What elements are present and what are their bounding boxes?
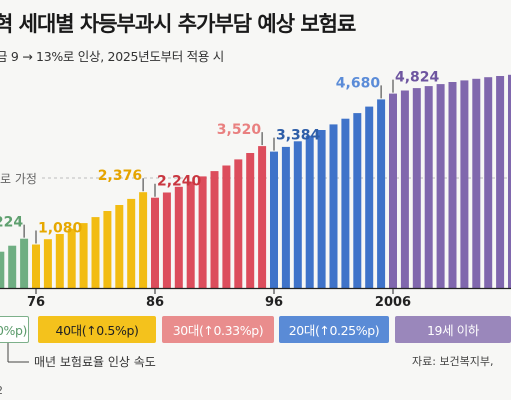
bar-85 [139,192,148,288]
bar-77 [43,239,52,288]
bar-83 [115,205,124,288]
bar-111 [448,82,457,288]
bar-94 [246,153,255,288]
bar-106 [389,93,397,288]
legend-item-2: 30대(↑0.33%p) [162,316,274,343]
bar-97 [281,146,290,288]
bar-90 [198,176,207,288]
bar-84 [127,198,136,288]
data-label: 1,224 [0,215,23,231]
bar-115 [496,76,505,288]
bar-114 [484,77,493,288]
bar-110 [436,84,445,288]
data-label: 4,680 [336,75,381,91]
bar-86 [151,197,159,288]
bar-73 [0,251,5,288]
bar-93 [234,159,243,288]
data-label: 2,240 [157,174,202,190]
bar-105 [377,99,386,289]
x-tick-label: 86 [146,295,164,310]
source-label: 자료: 보건복지부, [412,355,494,368]
bar-75 [20,238,29,288]
bar-112 [460,80,469,289]
bar-103 [353,113,362,288]
data-label: 3,520 [217,122,262,138]
bar-92 [222,165,231,288]
bar-91 [210,171,219,288]
rate-note: 매년 보험료율 인상 속도 [34,355,156,369]
data-label: 1,080 [38,220,83,236]
bar-113 [472,78,481,288]
bar-98 [293,141,302,288]
x-tick-label: 2006 [375,295,411,310]
data-label: 4,824 [395,70,440,86]
credit-label: 2 [0,384,3,397]
bar-104 [365,106,374,288]
bar-80 [79,223,88,288]
bar-74 [8,245,17,288]
x-ticks-group: 76 86 96 2006 [27,288,411,310]
data-label: 3,384 [276,128,321,144]
bar-100 [317,130,326,288]
legend-item-0: 0%p) [0,316,29,343]
bar-95 [258,146,267,288]
bar-109 [424,86,433,288]
chart-title: 혁 세대별 차등부과시 추가부담 예상 보험료 [0,12,356,36]
bar-107 [400,90,409,288]
bar-88 [174,186,183,288]
bar-82 [103,211,112,288]
bar-87 [162,192,171,288]
bar-108 [412,88,421,288]
data-labels-group: 1,224 1,080 2,376 2,240 3,520 3,384 4,680 4,824 [0,70,440,244]
bar-76 [32,244,40,288]
legend-item-1: 40대(↑0.5%p) [38,316,156,343]
legend-item-3: 20대(↑0.25%p) [279,316,389,343]
bars-group [0,74,511,289]
bar-99 [305,135,314,288]
data-label: 2,376 [98,168,142,184]
assumption-label: 로 가정 [0,172,37,186]
bar-101 [329,124,338,289]
chart-subtitle: 금 9 → 13%로 인상, 2025년도부터 적용 시 [0,49,224,64]
x-tick-label: 76 [27,295,45,310]
bar-81 [91,217,100,288]
legend-item-4: 19세 이하 [395,316,511,343]
bar-116 [508,74,511,288]
bar-96 [270,151,278,288]
bar-79 [67,228,76,288]
bar-89 [186,181,195,288]
x-tick-label: 96 [265,295,283,310]
bar-78 [55,234,64,288]
bar-102 [341,118,350,288]
